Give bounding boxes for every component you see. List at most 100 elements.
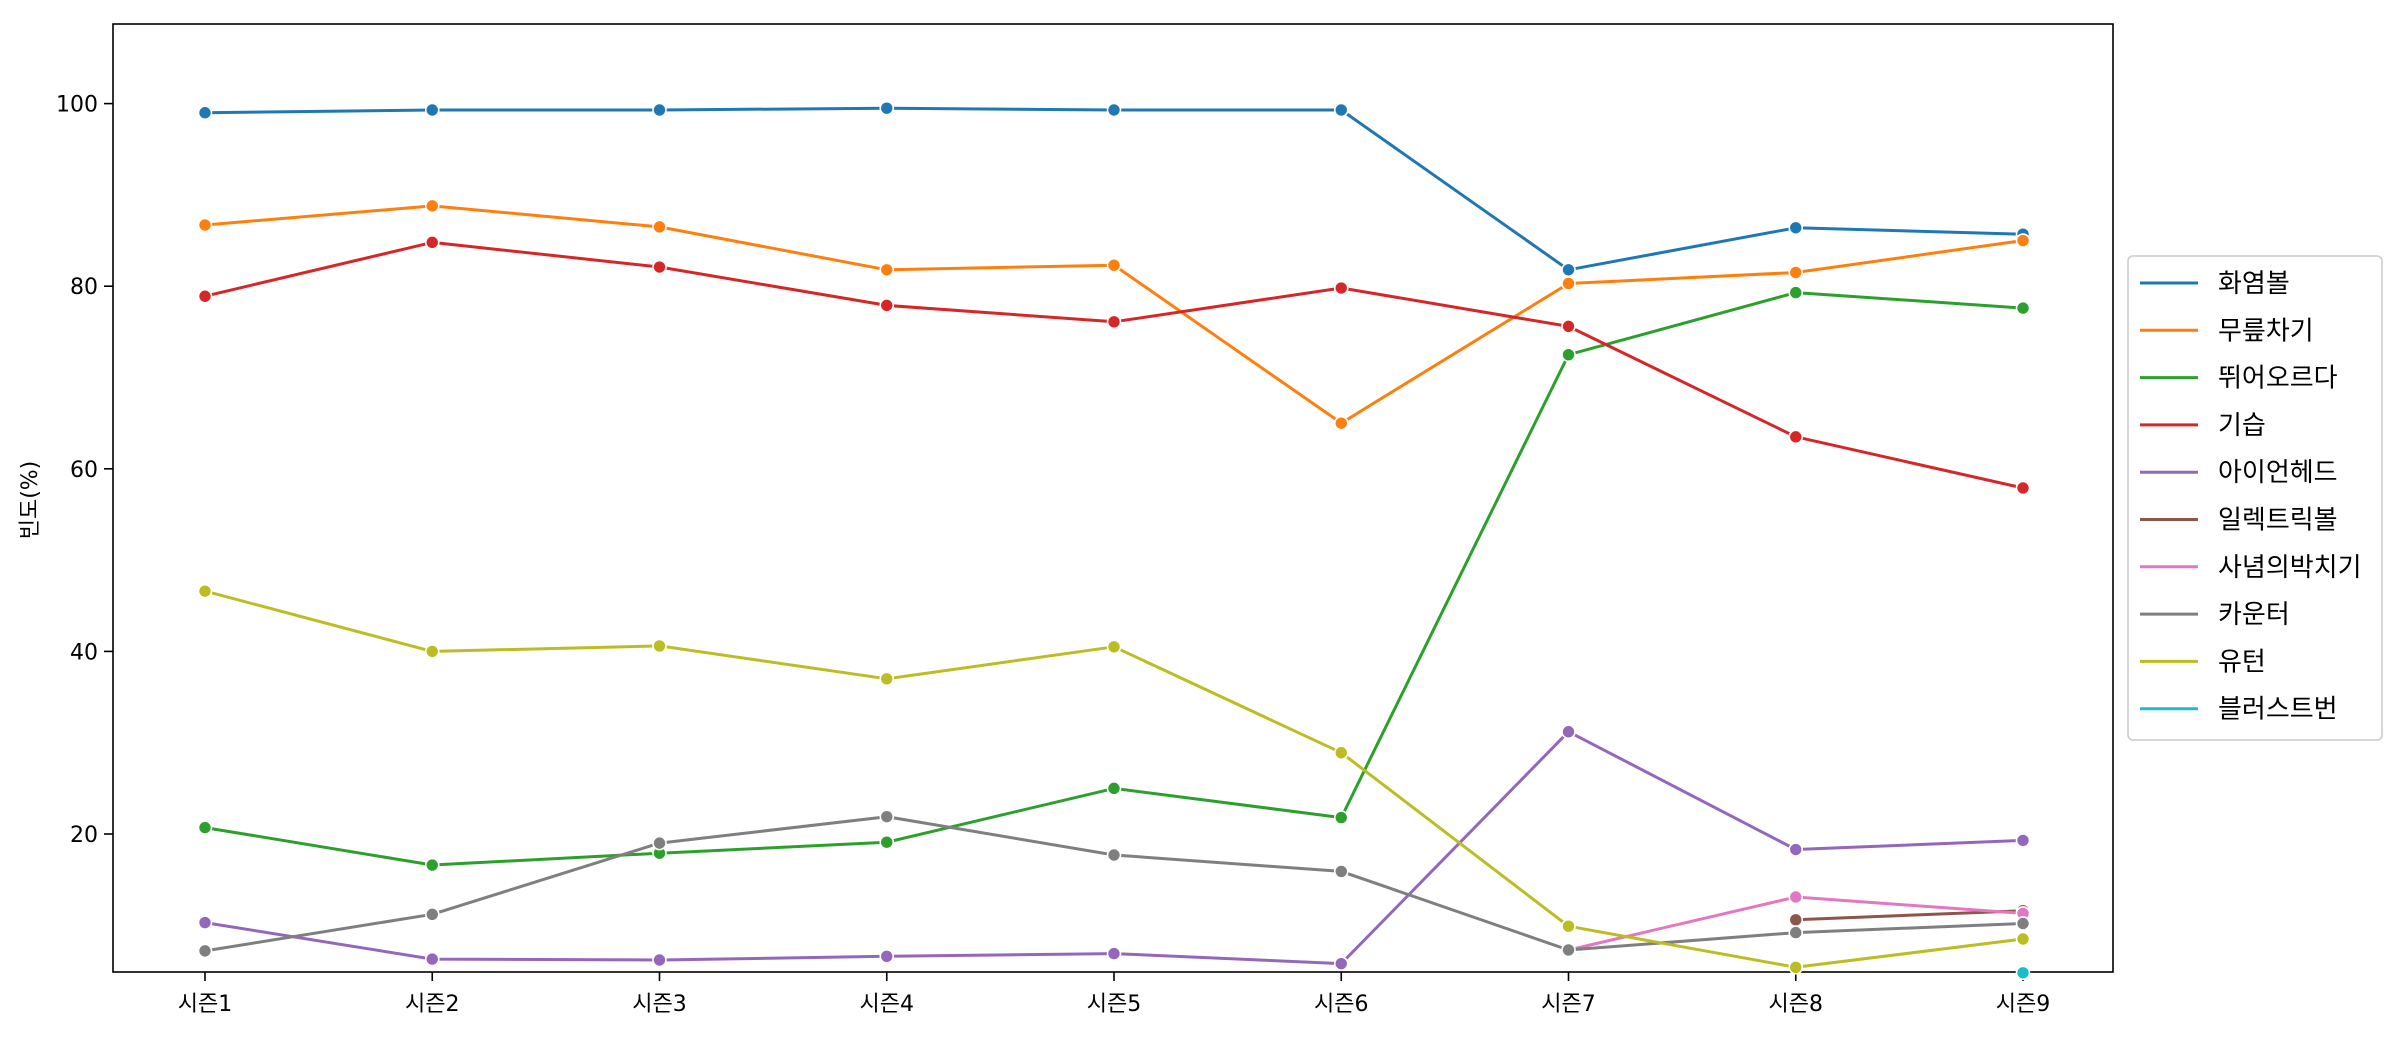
data-point [1333,415,1349,431]
data-point [1106,257,1122,273]
data-point [197,288,213,304]
data-point [879,671,895,687]
data-point [197,583,213,599]
legend-label: 아이언헤드 [2218,458,2338,488]
legend-entry: 아이언헤드 [2140,458,2338,488]
plot-area [112,23,2114,973]
legend-label: 사념의박치기 [2218,553,2362,583]
data-point [197,217,213,233]
data-point [652,638,667,654]
x-tick-label: 시즌3 [632,992,686,1017]
data-point [1106,781,1122,796]
data-point [1788,889,1804,905]
data-point [1788,265,1804,280]
data-point [2015,833,2031,848]
data-point [424,951,440,967]
data-point [652,835,667,851]
y-tick-label: 100 [56,93,98,118]
data-point [1106,102,1122,118]
legend-label: 카운터 [2218,600,2290,630]
data-point [424,102,440,118]
series-layer [197,100,2031,981]
x-tick-label: 시즌6 [1314,992,1368,1017]
legend-entry: 뛰어오르다 [2140,364,2338,394]
data-point [424,644,440,659]
data-point [2015,931,2031,947]
data-point [1561,724,1576,740]
legend-entry: 무릎차기 [2140,316,2314,346]
data-point [1333,745,1349,761]
data-point [1788,285,1804,300]
legend-entry: 블러스트번 [2140,695,2338,725]
series-line [1795,909,2024,922]
data-point [2015,916,2031,931]
x-tick-label: 시즌7 [1541,992,1595,1017]
data-point [652,952,667,968]
data-point [1106,847,1122,863]
data-point [1788,429,1804,445]
series-2 [197,198,2031,431]
legend-entry: 일렉트릭볼 [2140,506,2338,536]
legend-label: 유턴 [2218,647,2266,677]
data-point [1333,280,1349,296]
data-point [1788,220,1804,236]
data-point [2015,965,2031,981]
data-point [652,102,667,118]
data-point [1561,347,1576,362]
legend-label: 뛰어오르다 [2218,364,2338,394]
data-point [879,949,895,964]
data-point [424,235,440,250]
data-point [197,820,213,835]
data-point [2015,300,2031,316]
data-point [424,907,440,922]
data-point [1106,639,1122,655]
y-axis-label: 빈도(%) [18,461,43,540]
x-tick-label: 시즌8 [1769,992,1823,1017]
series-8 [197,809,2031,959]
data-point [1333,102,1349,118]
y-tick-label: 20 [70,823,98,848]
legend-entry: 기습 [2140,411,2266,441]
series-4 [197,235,2031,496]
data-point [1561,276,1576,291]
data-point [1333,864,1349,879]
x-tick-label: 시즌4 [860,992,914,1017]
data-point [1561,262,1576,278]
y-tick-label: 40 [70,640,98,665]
data-point [1788,842,1804,857]
data-point [1106,314,1122,330]
data-point [879,262,895,278]
data-point [197,915,213,930]
data-point [2015,233,2031,248]
legend-entry: 사념의박치기 [2140,553,2362,583]
data-point [1788,925,1804,940]
legend-label: 블러스트번 [2218,695,2338,725]
data-point [1333,956,1349,971]
series-9 [197,583,2031,975]
data-point [197,105,213,121]
series-1 [197,100,2031,278]
data-point [424,198,440,214]
x-tick-label: 시즌9 [1996,992,2050,1017]
data-point [879,809,895,824]
y-tick-label: 60 [70,458,98,483]
data-point [424,857,440,873]
legend-label: 일렉트릭볼 [2218,506,2338,536]
data-point [652,259,667,275]
data-point [652,219,667,235]
legend-label: 무릎차기 [2218,316,2314,346]
x-tick-label: 시즌5 [1087,992,1141,1017]
y-tick-label: 80 [70,275,98,300]
data-point [1561,918,1576,934]
data-point [879,834,895,850]
data-point [1561,942,1576,958]
series-10 [2015,965,2031,981]
series-5 [197,724,2031,971]
x-axis: 시즌1 시즌2 시즌3 시즌4 시즌5 시즌6 시즌7 시즌8 시즌9 [178,972,2050,1017]
data-point [1561,319,1576,334]
y-axis: 20 40 60 80 100 [56,93,113,848]
data-point [1788,912,1804,928]
legend-label: 기습 [2218,411,2266,441]
